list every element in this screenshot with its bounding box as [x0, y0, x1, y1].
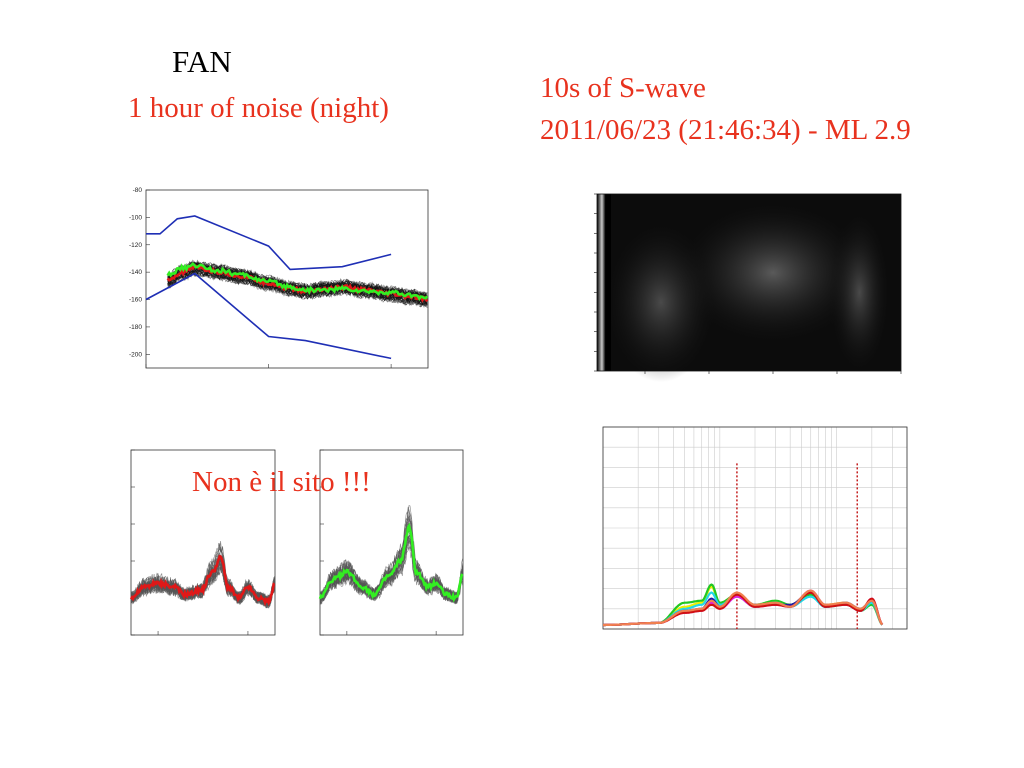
heatmap-blob	[606, 222, 716, 383]
psd-ytick-label: -100	[129, 214, 142, 221]
psd-ytick-label: -80	[133, 187, 143, 194]
azimuth-heatmap-chart	[594, 193, 902, 383]
heatmap-frame	[596, 193, 902, 372]
event-caption: 2011/06/23 (21:46:34) - ML 2.9	[540, 114, 911, 146]
noise-caption: 1 hour of noise (night)	[128, 92, 389, 124]
heatmap-band	[597, 194, 611, 371]
ns-vt-mean-curve	[129, 554, 276, 607]
slide-title-fan: FAN	[172, 44, 232, 79]
hv-frame	[602, 426, 908, 630]
psd-ytick-label: -160	[129, 297, 142, 304]
ew-vt-chart	[318, 449, 464, 636]
psd-ytick-label: -120	[129, 242, 142, 249]
heatmap-blob	[829, 212, 890, 373]
ns-vt-frame	[130, 449, 276, 636]
ew-vt-mean-curve	[318, 522, 464, 603]
psd-series-model-low	[145, 272, 392, 360]
heatmap-blob	[678, 202, 868, 343]
ns-vt-chart	[129, 449, 276, 636]
swave-caption: 10s of S-wave	[540, 72, 706, 104]
ew-vt-frame	[319, 449, 464, 636]
psd-noise-curve	[167, 269, 428, 307]
psd-ytick-label: -140	[129, 269, 142, 276]
psd-series-noise-mean-b	[166, 262, 429, 302]
hv-series-6	[603, 589, 884, 627]
psd-chart: -80 -100 -120 -140 -160 -180 -200	[129, 187, 429, 369]
psd-ytick-label: -200	[129, 351, 142, 358]
site-annotation: Non è il sito !!!	[192, 466, 371, 498]
psd-ytick-label: -180	[129, 324, 142, 331]
ns-vt-curve	[130, 563, 275, 607]
psd-noise-curve	[167, 267, 428, 306]
hv-chart	[602, 426, 908, 630]
ew-vt-curve	[319, 536, 463, 602]
psd-series-model-high	[146, 215, 392, 271]
